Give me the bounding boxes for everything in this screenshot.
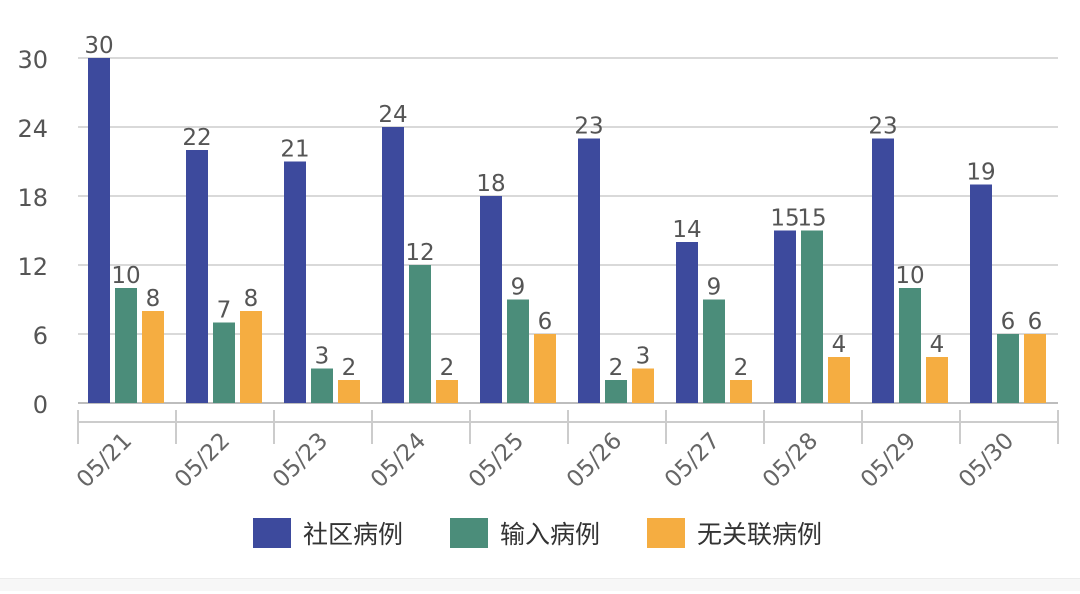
bar-value-label: 2 [342, 355, 357, 381]
bar-value-label: 18 [476, 171, 505, 197]
bar-value-label: 15 [770, 206, 799, 232]
bar-value-label: 6 [1028, 309, 1043, 335]
bar [409, 265, 431, 403]
x-tick-label: 05/27 [660, 428, 725, 493]
bar-value-label: 9 [511, 275, 526, 301]
bar [774, 230, 796, 403]
bar [801, 230, 823, 403]
bar [926, 357, 948, 403]
bar [382, 127, 404, 403]
bar [828, 357, 850, 403]
x-tick-label: 05/23 [268, 428, 333, 493]
legend-label: 输入病例 [500, 520, 600, 549]
bar-value-label: 23 [868, 114, 897, 140]
bar [240, 311, 262, 403]
x-tick-label: 05/26 [562, 428, 627, 493]
bar-value-label: 4 [832, 332, 847, 358]
x-tick-label: 05/30 [954, 428, 1019, 493]
y-tick-label: 12 [17, 253, 48, 281]
legend-label: 社区病例 [303, 520, 403, 549]
bottom-strip [0, 578, 1080, 591]
bar-value-label: 3 [636, 344, 651, 370]
bar [213, 322, 235, 403]
bar-value-label: 8 [244, 286, 259, 312]
bar [284, 161, 306, 403]
bar [338, 380, 360, 403]
bar-value-label: 9 [707, 275, 722, 301]
x-tick-label: 05/29 [856, 428, 921, 493]
bar [115, 288, 137, 403]
y-tick-label: 0 [33, 391, 48, 419]
x-tick-label: 05/24 [366, 428, 431, 493]
bar-value-label: 24 [378, 102, 407, 128]
y-tick-label: 24 [17, 115, 48, 143]
y-tick-label: 18 [17, 184, 48, 212]
bar-value-label: 4 [930, 332, 945, 358]
bar [142, 311, 164, 403]
bar [186, 150, 208, 403]
bar-value-label: 6 [1001, 309, 1016, 335]
legend-swatch [450, 518, 488, 548]
y-tick-label: 30 [17, 46, 48, 74]
bar [632, 368, 654, 403]
legend-swatch [647, 518, 685, 548]
bar [480, 196, 502, 403]
bar-value-label: 7 [217, 298, 232, 324]
bar-value-label: 19 [966, 160, 995, 186]
bar [436, 380, 458, 403]
bar-value-label: 10 [111, 263, 140, 289]
bar-value-label: 15 [797, 206, 826, 232]
bar [578, 138, 600, 403]
bar [730, 380, 752, 403]
bar-value-label: 21 [280, 137, 309, 163]
x-tick-label: 05/22 [170, 428, 235, 493]
bar [605, 380, 627, 403]
bar-value-label: 30 [84, 33, 113, 59]
bar-value-label: 2 [440, 355, 455, 381]
bar-value-label: 22 [182, 125, 211, 151]
bar [311, 368, 333, 403]
bar-value-label: 2 [734, 355, 749, 381]
legend-label: 无关联病例 [697, 520, 822, 549]
bar [1024, 334, 1046, 403]
bar [676, 242, 698, 403]
bar [899, 288, 921, 403]
y-tick-label: 6 [33, 322, 48, 350]
bar-value-label: 3 [315, 344, 330, 370]
bar-value-label: 12 [405, 240, 434, 266]
bar [534, 334, 556, 403]
legend-swatch [253, 518, 291, 548]
x-tick-label: 05/25 [464, 428, 529, 493]
bar-value-label: 14 [672, 217, 701, 243]
bar-value-label: 6 [538, 309, 553, 335]
bar-value-label: 23 [574, 114, 603, 140]
bar [970, 184, 992, 403]
bar [703, 299, 725, 403]
bar [872, 138, 894, 403]
bar-value-label: 8 [146, 286, 161, 312]
bar-value-label: 2 [609, 355, 624, 381]
x-tick-label: 05/28 [758, 428, 823, 493]
bar-value-label: 10 [895, 263, 924, 289]
bar [88, 58, 110, 403]
x-tick-label: 05/21 [72, 428, 137, 493]
bar [507, 299, 529, 403]
bar [997, 334, 1019, 403]
